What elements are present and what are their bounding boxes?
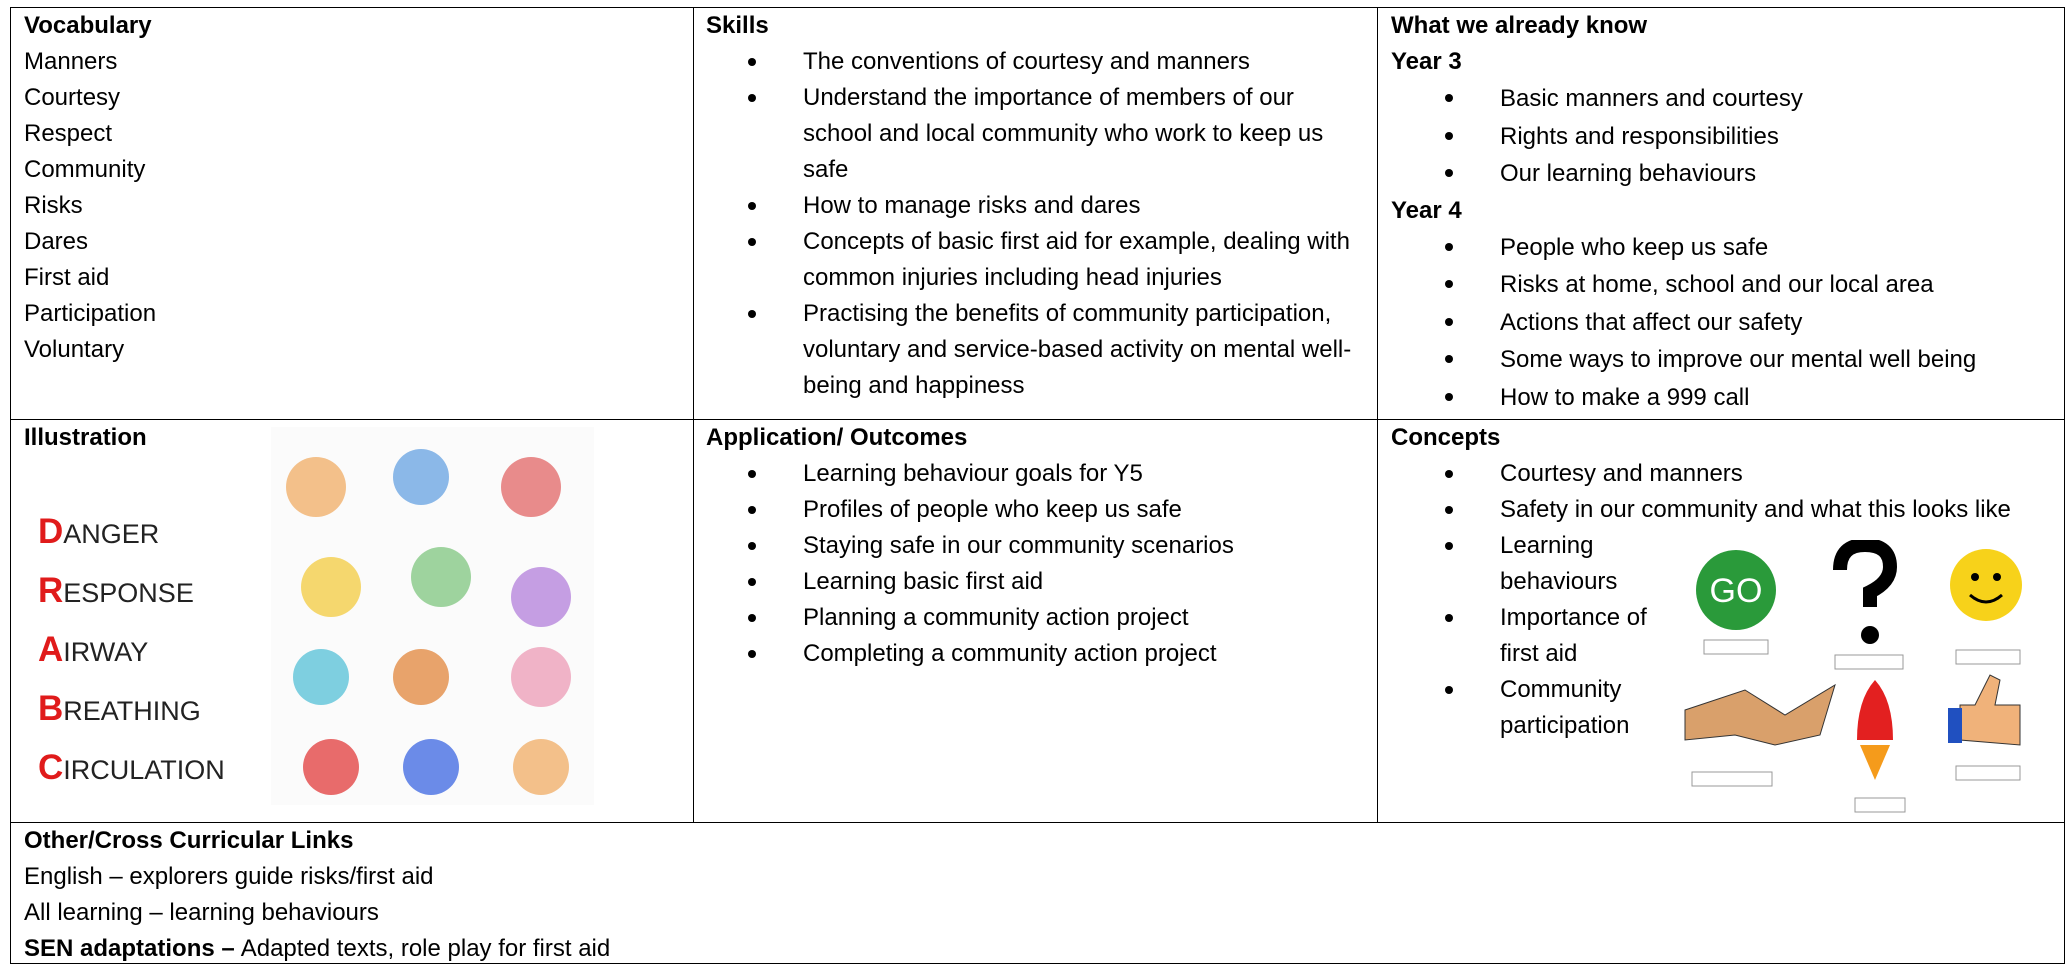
link-line: All learning – learning behaviours (24, 899, 379, 926)
list-item: Courtesy (24, 84, 121, 111)
list-item: Learning basic first aid (748, 564, 1377, 600)
list-item: Profiles of people who keep us safe (748, 492, 1377, 528)
drabc-word: DANGER (38, 512, 160, 551)
list-item: Courtesy and manners (1445, 456, 2044, 492)
list-item: People who keep us safe (1445, 229, 2064, 267)
outcomes-list: Learning behaviour goals for Y5 Profiles … (706, 456, 1377, 672)
list-item: Risks (24, 192, 83, 219)
list-item: Importance of first aid (1445, 600, 1670, 672)
concepts-list: Courtesy and manners Safety in our commun… (1391, 456, 2064, 744)
list-item: Manners (24, 48, 118, 75)
vocabulary-list: Manners Courtesy Respect Community Risks Dare… (24, 44, 693, 368)
sen-text: Adapted texts, role play for first aid (240, 935, 611, 962)
vocabulary-cell: Vocabulary Manners Courtesy Respect Communi… (10, 7, 694, 420)
list-item: Dares (24, 228, 89, 255)
group-title: Year 3 (1391, 48, 1462, 75)
list-item: Concepts of basic first aid for example,… (748, 224, 1357, 296)
outcomes-cell: Application/ Outcomes Learning behaviour… (693, 419, 1378, 823)
list-item: Our learning behaviours (1445, 155, 2064, 193)
list-item: The conventions of courtesy and manners (748, 44, 1357, 80)
prior-cell: What we already know Year 3 Basic manners… (1377, 7, 2065, 420)
group-title: Year 4 (1391, 196, 1462, 224)
drabc-word: BREATHING (38, 689, 201, 728)
list-item: Completing a community action project (748, 636, 1377, 672)
drabc-word: RESPONSE (38, 571, 194, 610)
drabc-word: AIRWAY (38, 630, 149, 669)
list-item: Learning behaviours (1445, 528, 1670, 600)
links-cell: Other/Cross Curricular Links English – e… (10, 822, 2065, 964)
list-item: How to manage risks and dares (748, 188, 1357, 224)
list-item: Risks at home, school and our local area (1445, 266, 2064, 304)
heading: Other/Cross Curricular Links (24, 827, 354, 854)
list-item: Safety in our community and what this lo… (1445, 492, 2044, 528)
list-item: Community (24, 156, 146, 183)
drabc-word: CIRCULATION (38, 748, 225, 787)
list-item: Rights and responsibilities (1445, 118, 2064, 156)
illustration-image (271, 427, 594, 805)
concepts-cell: Concepts Courtesy and manners Safety in o… (1377, 419, 2065, 823)
group-list: Basic manners and courtesy Rights and res… (1391, 80, 2064, 193)
heading: What we already know (1391, 12, 1648, 39)
heading: Skills (706, 12, 769, 39)
list-item: Some ways to improve our mental well bei… (1445, 341, 2064, 379)
heading: Application/ Outcomes (706, 424, 968, 451)
concept-icons: GO (1684, 540, 2022, 813)
list-item: Actions that affect our safety (1445, 304, 2064, 342)
list-item: Planning a community action project (748, 600, 1377, 636)
skills-cell: Skills The conventions of courtesy and m… (693, 7, 1378, 420)
list-item: Staying safe in our community scenarios (748, 528, 1377, 564)
sen-label: SEN adaptations – (24, 935, 235, 962)
group-list: People who keep us safe Risks at home, sc… (1391, 229, 2064, 417)
heading: Vocabulary (24, 12, 152, 39)
illustration-cell: Illustration DANGER RESPONSE AIRWAY BREATHI… (10, 419, 694, 823)
list-item: Practising the benefits of community par… (748, 296, 1357, 404)
list-item: First aid (24, 264, 110, 291)
list-item: Basic manners and courtesy (1445, 80, 2064, 118)
list-item: Participation (24, 300, 157, 327)
heading: Concepts (1391, 424, 1501, 451)
link-line: English – explorers guide risks/first ai… (24, 863, 434, 890)
heading: Illustration (24, 424, 147, 451)
list-item: Community participation (1445, 672, 1670, 744)
list-item: Respect (24, 120, 113, 147)
list-item: Voluntary (24, 336, 125, 363)
skills-list: The conventions of courtesy and manners U… (706, 44, 1377, 404)
list-item: Understand the importance of members of … (748, 80, 1357, 188)
list-item: How to make a 999 call (1445, 379, 2064, 417)
go-icon-text: GO (1710, 572, 1763, 610)
sen-line: SEN adaptations – Adapted texts, role pla… (24, 931, 2064, 964)
list-item: Learning behaviour goals for Y5 (748, 456, 1377, 492)
